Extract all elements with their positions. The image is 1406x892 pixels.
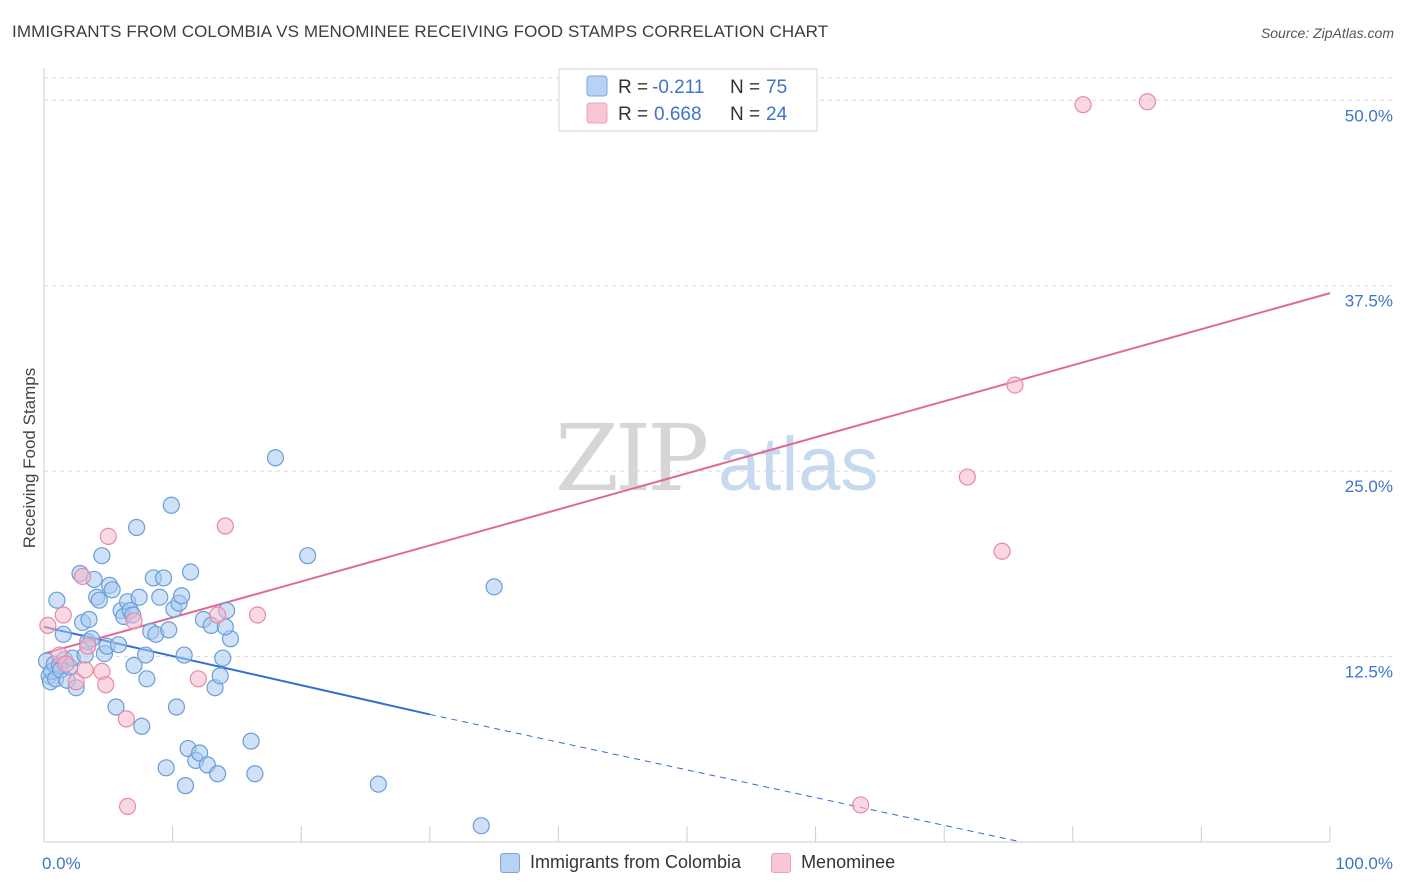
legend-r-value-2: 0.668 — [654, 104, 702, 125]
y-tick-label-0: 12.5% — [1345, 663, 1393, 682]
trendline-menominee — [43, 292, 1331, 655]
point-menominee-3 — [57, 655, 75, 673]
point-menominee-5 — [73, 567, 92, 586]
legend-n-value-2: 24 — [766, 104, 788, 125]
legend-r-value-1: -0.211 — [652, 77, 704, 98]
point-colombia-9 — [54, 625, 72, 643]
y-tick-labels: 12.5% 25.0% 37.5% 50.0% — [1345, 106, 1393, 681]
grid-lines — [44, 77, 1392, 658]
correlation-legend: R = -0.211 N = 75 R = 0.668 N = 24 — [558, 68, 818, 132]
point-colombia-39 — [133, 717, 151, 735]
legend-n-value-1: 75 — [766, 77, 787, 98]
point-menominee-16 — [216, 517, 234, 535]
point-colombia-59 — [191, 744, 209, 762]
point-colombia-64 — [209, 765, 227, 783]
point-menominee-6 — [76, 661, 94, 679]
point-colombia-54 — [175, 646, 193, 664]
point-menominee-22 — [1074, 96, 1092, 114]
x-tick-label-0: 0.0% — [42, 854, 81, 873]
y-axis-label: Receiving Food Stamps — [20, 368, 39, 548]
legend-r-label-2: R = — [618, 104, 648, 125]
axes — [43, 68, 1331, 843]
series-legend: Immigrants from Colombia Menominee — [500, 852, 925, 873]
point-colombia-24 — [93, 547, 111, 565]
x-tick-labels: 0.0% 100.0% — [42, 854, 1393, 873]
point-menominee-14 — [189, 670, 207, 688]
point-colombia-72 — [266, 449, 285, 467]
point-colombia-40 — [136, 646, 155, 664]
point-colombia-73 — [299, 547, 317, 565]
legend-swatch-pink — [586, 102, 608, 124]
watermark-zip: ZIP — [555, 405, 706, 512]
point-colombia-36 — [125, 656, 143, 675]
point-menominee-11 — [117, 710, 135, 728]
point-menominee-23 — [1138, 93, 1156, 111]
point-colombia-66 — [214, 649, 232, 667]
y-tick-label-1: 25.0% — [1345, 477, 1393, 496]
chart-title: IMMIGRANTS FROM COLOMBIA VS MENOMINEE RE… — [12, 22, 829, 41]
point-menominee-15 — [209, 606, 227, 624]
point-menominee-9 — [97, 676, 115, 694]
point-menominee-18 — [1006, 376, 1024, 394]
point-colombia-71 — [216, 618, 234, 636]
x-tick-label-1: 100.0% — [1335, 854, 1393, 873]
point-colombia-74 — [369, 775, 387, 793]
legend-n-label-1: N = — [730, 77, 760, 98]
trendline-colombia-extension — [429, 713, 1022, 843]
point-colombia-69 — [242, 732, 260, 750]
legend-swatch-blue — [586, 75, 608, 97]
point-colombia-57 — [182, 563, 200, 581]
point-colombia-6 — [48, 591, 66, 609]
point-colombia-48 — [160, 621, 178, 639]
legend-swatch-menominee — [771, 852, 792, 873]
point-colombia-28 — [103, 581, 121, 599]
point-colombia-49 — [162, 496, 180, 514]
point-colombia-41 — [138, 670, 156, 688]
point-colombia-75 — [485, 578, 503, 596]
point-colombia-76 — [472, 817, 490, 835]
y-tick-label-3: 50.0% — [1345, 106, 1393, 125]
point-colombia-37 — [127, 518, 146, 537]
legend-swatch-colombia — [500, 852, 520, 873]
legend-item-menominee[interactable]: Menominee — [771, 852, 895, 873]
trendlines — [43, 292, 1331, 843]
point-menominee-17 — [248, 606, 267, 624]
point-colombia-19 — [80, 610, 98, 629]
point-colombia-53 — [173, 587, 191, 605]
point-menominee-21 — [852, 796, 870, 814]
point-colombia-29 — [107, 698, 125, 716]
legend-item-colombia[interactable]: Immigrants from Colombia — [500, 852, 741, 873]
y-tick-label-2: 37.5% — [1345, 292, 1393, 311]
point-colombia-38 — [130, 588, 148, 606]
point-menominee-12 — [118, 797, 137, 815]
point-menominee-13 — [125, 612, 143, 630]
point-colombia-55 — [176, 777, 195, 795]
watermark-atlas: atlas — [718, 422, 879, 507]
legend-r-label-1: R = — [618, 77, 648, 98]
point-colombia-45 — [151, 588, 169, 606]
point-colombia-47 — [157, 759, 175, 777]
point-menominee-4 — [67, 673, 85, 691]
source-label: Source: ZipAtlas.com — [1260, 25, 1394, 41]
point-colombia-46 — [154, 569, 173, 587]
legend-label-colombia: Immigrants from Colombia — [530, 852, 742, 872]
legend-n-label-2: N = — [730, 104, 760, 125]
legend-label-menominee: Menominee — [801, 852, 896, 872]
point-menominee-20 — [993, 542, 1011, 560]
point-menominee-19 — [958, 468, 976, 486]
point-menominee-10 — [99, 527, 117, 546]
point-colombia-51 — [167, 698, 186, 716]
point-colombia-30 — [109, 636, 128, 654]
point-menominee-2 — [54, 606, 72, 624]
watermark: ZIP atlas — [555, 405, 879, 512]
scatter-points — [37, 93, 1156, 835]
point-menominee-0 — [39, 616, 57, 635]
point-colombia-65 — [211, 667, 229, 685]
point-colombia-70 — [246, 765, 264, 783]
point-colombia-23 — [90, 591, 108, 609]
point-menominee-7 — [79, 637, 97, 655]
